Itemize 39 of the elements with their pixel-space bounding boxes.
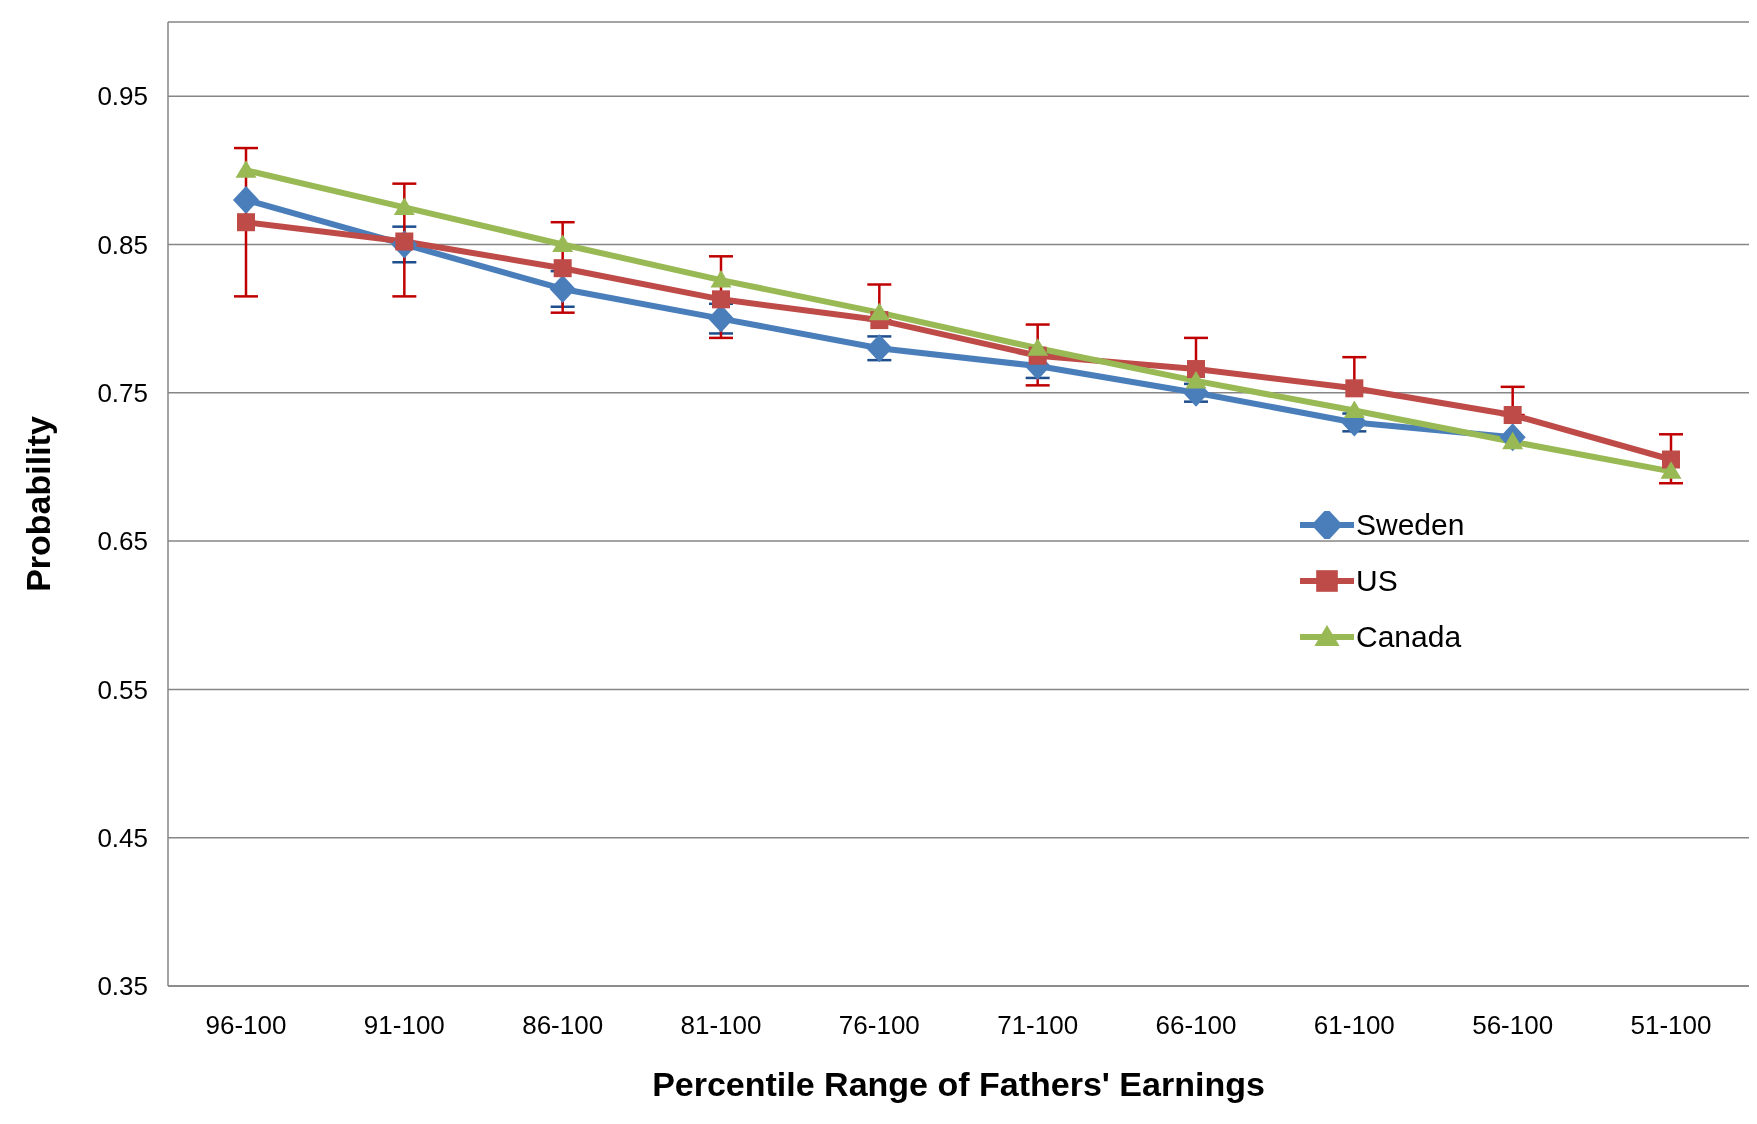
x-tick-label: 91-100 bbox=[363, 1010, 445, 1041]
point bbox=[868, 302, 890, 321]
point bbox=[710, 270, 732, 288]
point bbox=[1343, 400, 1365, 419]
point bbox=[1503, 406, 1522, 425]
point bbox=[553, 259, 572, 278]
y-axis-title: Probability bbox=[19, 416, 58, 592]
point bbox=[1660, 461, 1682, 479]
x-tick-label: 76-100 bbox=[838, 1010, 920, 1041]
y-tick-label: 0.85 bbox=[97, 229, 148, 260]
point bbox=[552, 234, 574, 252]
y-tick-label: 0.75 bbox=[97, 378, 148, 408]
legend-label: US bbox=[1356, 564, 1398, 598]
x-tick-label: 96-100 bbox=[205, 1010, 287, 1041]
x-tick-label: 56-100 bbox=[1472, 1010, 1554, 1041]
point bbox=[1187, 360, 1205, 379]
y-tick-label: 0.65 bbox=[97, 526, 148, 557]
point bbox=[1027, 338, 1049, 356]
legend-label: Canada bbox=[1356, 620, 1462, 654]
point bbox=[1185, 370, 1207, 389]
x-tick-label: 71-100 bbox=[997, 1010, 1079, 1041]
x-tick-label: 81-100 bbox=[680, 1010, 762, 1041]
x-tick-label: 51-100 bbox=[1630, 1010, 1712, 1041]
point bbox=[393, 197, 415, 215]
x-tick-label: 61-100 bbox=[1313, 1010, 1395, 1041]
x-axis-title: Percentile Range of Fathers' Earnings bbox=[652, 1065, 1265, 1103]
x-tick-label: 86-100 bbox=[522, 1010, 604, 1041]
point bbox=[712, 290, 730, 309]
y-tick-label: 0.95 bbox=[97, 81, 148, 112]
y-tick-label: 0.45 bbox=[97, 822, 148, 853]
point bbox=[549, 274, 576, 303]
point bbox=[237, 213, 255, 232]
x-tick-label: 66-100 bbox=[1155, 1010, 1237, 1041]
point bbox=[233, 185, 259, 214]
y-tick-label: 0.35 bbox=[97, 971, 148, 1002]
y-tick-label: 0.55 bbox=[97, 674, 148, 705]
point bbox=[235, 160, 257, 178]
point bbox=[1345, 379, 1364, 398]
legend-label: Sweden bbox=[1356, 508, 1465, 542]
